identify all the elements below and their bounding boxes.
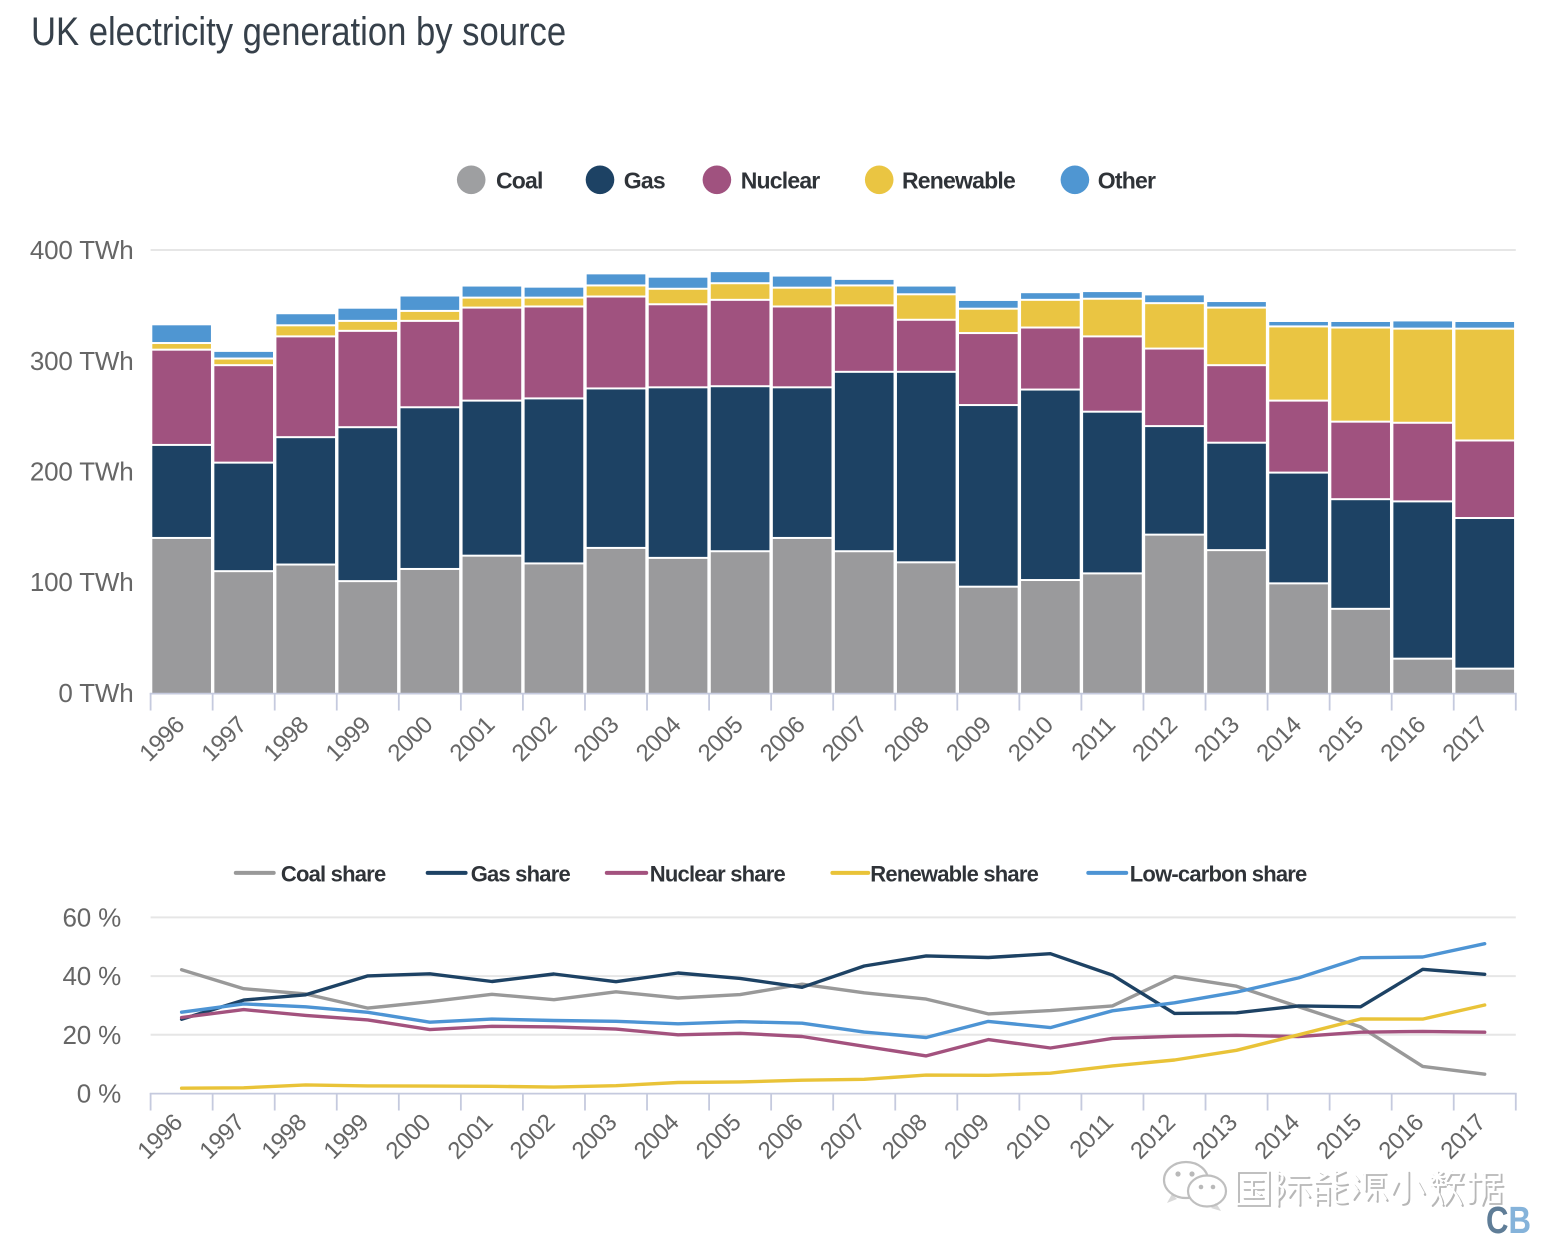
svg-text:0 TWh: 0 TWh [58, 678, 133, 708]
svg-text:Other: Other [1098, 168, 1156, 194]
svg-text:0 %: 0 % [77, 1079, 121, 1109]
svg-text:60 %: 60 % [63, 902, 122, 932]
svg-text:UK electricity generation by s: UK electricity generation by source [31, 9, 566, 54]
svg-text:Renewable: Renewable [902, 168, 1015, 194]
svg-text:Gas share: Gas share [471, 862, 571, 887]
svg-text:40 %: 40 % [63, 961, 122, 991]
svg-text:20 %: 20 % [63, 1020, 122, 1050]
svg-text:Coal: Coal [496, 168, 543, 194]
svg-text:Low-carbon share: Low-carbon share [1130, 862, 1307, 887]
svg-text:CB: CB [1486, 1200, 1531, 1242]
svg-text:400 TWh: 400 TWh [30, 235, 134, 265]
svg-text:Nuclear: Nuclear [741, 168, 821, 194]
svg-text:Nuclear share: Nuclear share [650, 862, 786, 887]
svg-text:Coal share: Coal share [281, 862, 386, 887]
svg-text:300 TWh: 300 TWh [30, 346, 134, 376]
svg-text:200 TWh: 200 TWh [30, 457, 134, 487]
svg-text:Gas: Gas [624, 168, 665, 194]
svg-text:Renewable share: Renewable share [870, 862, 1038, 887]
svg-text:100 TWh: 100 TWh [30, 567, 134, 597]
